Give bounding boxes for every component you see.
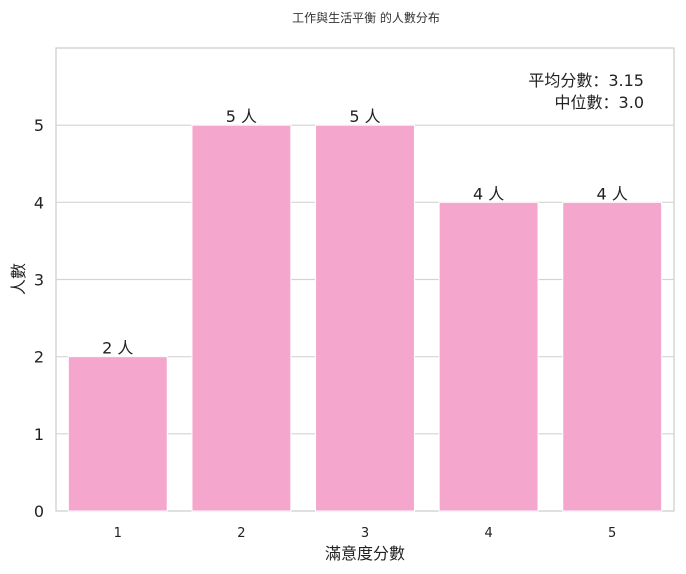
bar-value-label: 4 人 bbox=[473, 184, 504, 203]
y-tick-label: 0 bbox=[34, 502, 44, 521]
bar bbox=[191, 124, 292, 512]
bar-value-label: 4 人 bbox=[597, 184, 628, 203]
bar bbox=[562, 201, 663, 512]
bar-value-label: 2 人 bbox=[102, 339, 133, 358]
y-axis-ticks: 0 1 2 3 4 5 bbox=[34, 116, 44, 521]
bar-value-label: 5 人 bbox=[349, 107, 380, 126]
y-tick-label: 5 bbox=[34, 116, 44, 135]
y-tick-label: 4 bbox=[34, 193, 44, 212]
bar-labels: 2 人 5 人 5 人 4 人 4 人 bbox=[102, 107, 628, 358]
x-tick-label: 4 bbox=[484, 526, 492, 541]
x-tick-label: 2 bbox=[237, 526, 245, 541]
x-tick-label: 5 bbox=[608, 526, 616, 541]
bar bbox=[67, 356, 168, 512]
y-axis-label: 人數 bbox=[9, 263, 28, 295]
bars bbox=[67, 124, 663, 512]
median-annotation: 中位數：3.0 bbox=[555, 93, 644, 112]
bar bbox=[438, 201, 539, 512]
y-tick-label: 3 bbox=[34, 271, 44, 290]
x-axis-label: 滿意度分數 bbox=[325, 544, 405, 563]
x-tick-label: 1 bbox=[114, 526, 122, 541]
bar bbox=[315, 124, 415, 512]
y-tick-label: 1 bbox=[34, 425, 44, 444]
bar-value-label: 5 人 bbox=[226, 107, 257, 126]
chart-title: 工作與生活平衡 的人數分布 bbox=[292, 10, 440, 25]
mean-annotation: 平均分數：3.15 bbox=[528, 71, 644, 90]
x-tick-label: 3 bbox=[361, 526, 369, 541]
y-tick-label: 2 bbox=[34, 348, 44, 367]
x-axis-ticks: 1 2 3 4 5 bbox=[114, 526, 617, 541]
